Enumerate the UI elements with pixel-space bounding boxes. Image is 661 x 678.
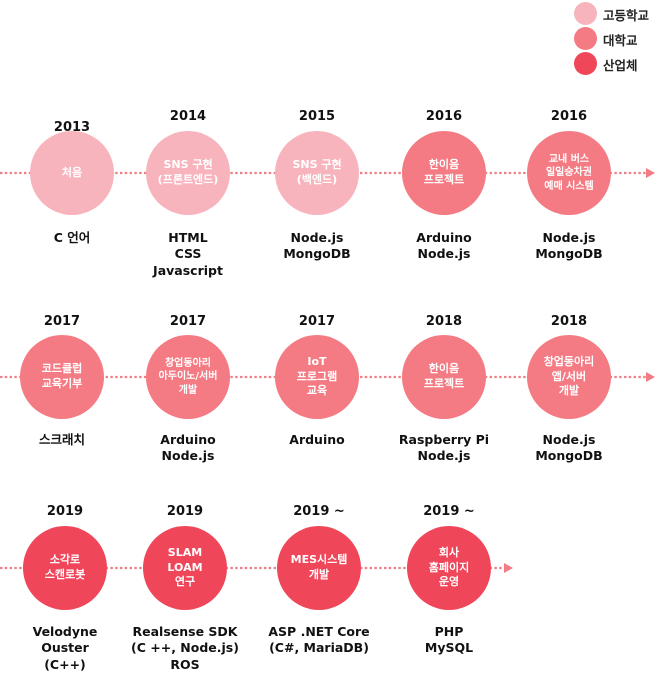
node-tech: HTML CSS Javascript <box>153 230 223 278</box>
node-title: 회사 홈페이지 운영 <box>428 545 470 589</box>
node-circle: MES시스템 개발 <box>277 526 361 610</box>
node-circle: 코드클럽 교육기부 <box>20 335 104 419</box>
node-year: 2017 <box>298 314 336 329</box>
node-tech: PHP MySQL <box>424 624 474 656</box>
node-circle: 회사 홈페이지 운영 <box>407 526 491 610</box>
node-year: 2018 <box>425 314 463 329</box>
legend-label: 고등학교 <box>603 8 650 23</box>
node-tech: Velodyne Ouster (C++) <box>32 624 98 672</box>
node-year: 2017 <box>43 314 81 329</box>
node-circle: 소각로 스캔로봇 <box>23 526 107 610</box>
legend-label: 산업체 <box>603 58 638 73</box>
node-title: IoT 프로그램 교육 <box>296 354 338 398</box>
node-title: SNS 구현 (백엔드) <box>292 158 342 186</box>
node-circle: 한이음 프로젝트 <box>402 335 486 419</box>
legend-item-high-school: 고등학교 <box>574 2 661 26</box>
node-circle: SLAM LOAM 연구 <box>143 526 227 610</box>
node-tech: Realsense SDK (C ++, Node.js) ROS <box>131 624 239 672</box>
node-year: 2019 ~ <box>423 504 475 519</box>
node-tech: C 언어 <box>53 230 91 245</box>
node-year: 2019 ~ <box>293 504 345 519</box>
node-title: 창업동아리 앱/서버 개발 <box>543 354 595 398</box>
node-year: 2019 <box>166 504 204 519</box>
node-circle: 창업동아리 아두이노/서버 개발 <box>146 335 230 419</box>
node-tech: Arduino Node.js <box>416 230 472 262</box>
node-title: SLAM LOAM 연구 <box>167 545 203 589</box>
legend-dot-industry <box>574 52 597 75</box>
node-title: 창업동아리 아두이노/서버 개발 <box>158 357 218 396</box>
node-title: 소각로 스캔로봇 <box>44 553 86 581</box>
legend: 고등학교 대학교 산업체 <box>574 2 661 77</box>
node-tech: ASP .NET Core (C#, MariaDB) <box>268 624 370 656</box>
node-tech: Arduino Node.js <box>160 432 216 464</box>
node-year: 2014 <box>169 109 207 124</box>
node-circle: 한이음 프로젝트 <box>402 131 486 215</box>
node-year: 2018 <box>550 314 588 329</box>
legend-item-university: 대학교 <box>574 27 661 51</box>
node-tech: 스크래치 <box>38 432 85 447</box>
node-year: 2017 <box>169 314 207 329</box>
node-circle: 처음 <box>30 131 114 215</box>
node-tech: Raspberry Pi Node.js <box>398 432 490 464</box>
legend-label: 대학교 <box>603 33 638 48</box>
legend-dot-university <box>574 27 597 50</box>
node-year: 2016 <box>425 109 463 124</box>
node-year: 2016 <box>550 109 588 124</box>
node-title: 한이음 프로젝트 <box>423 362 465 390</box>
node-circle: SNS 구현 (백엔드) <box>275 131 359 215</box>
node-circle: 교내 버스 일일승차권 예매 시스템 <box>527 131 611 215</box>
node-year: 2019 <box>46 504 84 519</box>
node-tech: Arduino <box>289 432 345 447</box>
node-tech: Node.js MongoDB <box>535 230 603 262</box>
node-tech: Node.js MongoDB <box>283 230 351 262</box>
node-circle: SNS 구현 (프론트엔드) <box>146 131 230 215</box>
legend-dot-high-school <box>574 2 597 25</box>
node-title: 교내 버스 일일승차권 예매 시스템 <box>544 153 594 192</box>
legend-item-industry: 산업체 <box>574 52 661 76</box>
node-circle: 창업동아리 앱/서버 개발 <box>527 335 611 419</box>
node-year: 2015 <box>298 109 336 124</box>
timeline-arrow-row-3 <box>0 563 513 573</box>
node-title: SNS 구현 (프론트엔드) <box>157 158 219 186</box>
node-circle: IoT 프로그램 교육 <box>275 335 359 419</box>
node-title: 처음 <box>61 165 83 179</box>
node-tech: Node.js MongoDB <box>535 432 603 464</box>
node-title: 코드클럽 교육기부 <box>41 362 83 390</box>
node-title: 한이음 프로젝트 <box>423 158 465 186</box>
node-title: MES시스템 개발 <box>290 553 348 581</box>
